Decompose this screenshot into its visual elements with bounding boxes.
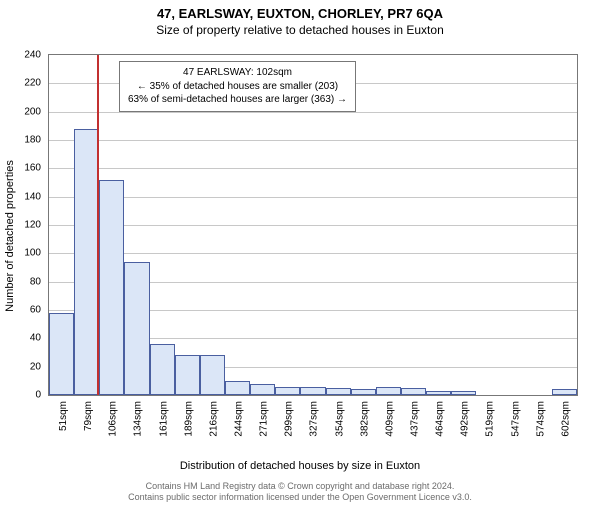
y-tick: 200 (11, 106, 41, 117)
y-tick: 180 (11, 135, 41, 146)
y-tick: 120 (11, 220, 41, 231)
y-tick: 40 (11, 333, 41, 344)
gridline (49, 225, 577, 226)
gridline (49, 140, 577, 141)
y-tick: 100 (11, 248, 41, 259)
histogram-bar (552, 389, 577, 395)
y-tick: 160 (11, 163, 41, 174)
histogram-bar (124, 262, 149, 395)
y-tick: 240 (11, 50, 41, 61)
y-tick: 80 (11, 276, 41, 287)
x-axis-label: Distribution of detached houses by size … (0, 460, 600, 472)
histogram-bar (49, 313, 74, 395)
y-tick: 0 (11, 390, 41, 401)
annotation-line: 63% of semi-detached houses are larger (… (128, 93, 347, 107)
histogram-bar (99, 180, 124, 395)
annotation-line: 47 EARLSWAY: 102sqm (128, 66, 347, 80)
histogram-bar (451, 391, 476, 395)
histogram-bar (175, 355, 200, 395)
histogram-bar (275, 387, 300, 396)
histogram-bar (426, 391, 451, 395)
y-tick: 220 (11, 78, 41, 89)
histogram-bar (74, 129, 99, 395)
histogram-bar (150, 344, 175, 395)
gridline (49, 112, 577, 113)
histogram-bar (351, 389, 376, 395)
footer-line: Contains public sector information licen… (0, 492, 600, 504)
gridline (49, 197, 577, 198)
histogram-bar (250, 384, 275, 395)
chart-subtitle: Size of property relative to detached ho… (0, 23, 600, 37)
y-tick: 140 (11, 191, 41, 202)
chart-title: 47, EARLSWAY, EUXTON, CHORLEY, PR7 6QA (0, 6, 600, 21)
y-tick: 60 (11, 305, 41, 316)
histogram-bar (326, 388, 351, 395)
histogram-bar (225, 381, 250, 395)
gridline (49, 168, 577, 169)
histogram-bar (200, 355, 225, 395)
plot-area: 02040608010012014016018020022024051sqm79… (48, 54, 578, 396)
y-tick: 20 (11, 361, 41, 372)
histogram-bar (401, 388, 426, 395)
histogram-bar (300, 387, 325, 396)
histogram-bar (376, 387, 401, 396)
footer-line: Contains HM Land Registry data © Crown c… (0, 481, 600, 493)
chart-container: 47, EARLSWAY, EUXTON, CHORLEY, PR7 6QA S… (0, 6, 600, 506)
footer: Contains HM Land Registry data © Crown c… (0, 481, 600, 504)
property-marker-line (97, 55, 99, 395)
annotation-box: 47 EARLSWAY: 102sqm ← 35% of detached ho… (119, 61, 356, 112)
annotation-line: ← 35% of detached houses are smaller (20… (128, 80, 347, 94)
gridline (49, 253, 577, 254)
